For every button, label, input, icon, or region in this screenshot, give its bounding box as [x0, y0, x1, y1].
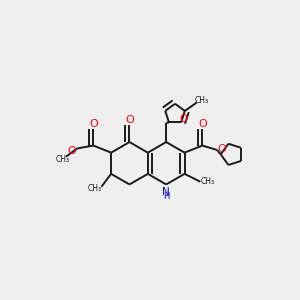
Text: CH₃: CH₃: [201, 177, 215, 186]
Text: O: O: [125, 115, 134, 125]
Text: CH₃: CH₃: [56, 154, 70, 164]
Text: O: O: [198, 119, 207, 129]
Text: CH₃: CH₃: [194, 96, 209, 105]
Text: H: H: [163, 192, 169, 201]
Text: N: N: [162, 187, 170, 197]
Text: O: O: [89, 119, 98, 129]
Text: O: O: [68, 146, 76, 155]
Text: O: O: [217, 144, 226, 154]
Text: CH₃: CH₃: [88, 184, 102, 193]
Text: O: O: [179, 114, 187, 124]
